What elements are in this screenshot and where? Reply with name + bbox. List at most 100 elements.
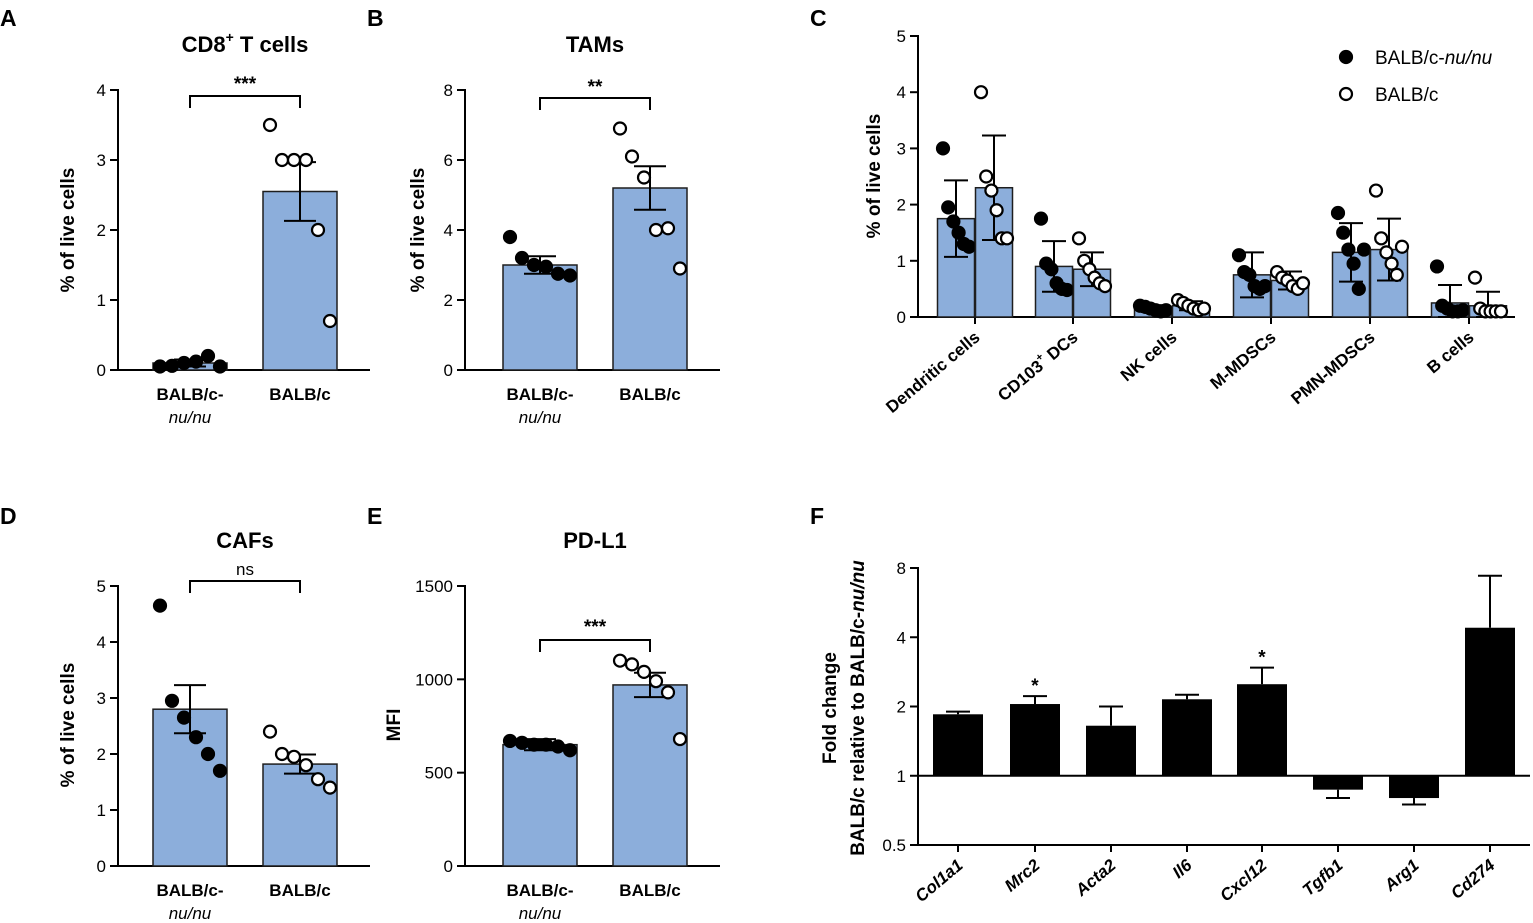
data-point-filled xyxy=(961,239,977,254)
data-point-open xyxy=(1295,276,1311,291)
data-point-filled xyxy=(941,200,956,215)
y-tick-label: 8 xyxy=(444,81,453,100)
data-point-open xyxy=(1097,278,1113,294)
y-tick-label: 5 xyxy=(97,577,106,596)
title-text: CAFs xyxy=(216,528,273,553)
data-point-filled xyxy=(1242,267,1257,282)
data-point-filled xyxy=(502,229,518,245)
significance-bracket xyxy=(539,97,651,110)
x-category-label: Tgfb1 xyxy=(1299,856,1347,900)
data-point-open xyxy=(1467,270,1483,285)
data-point-open xyxy=(262,724,278,739)
x-category-label: Cd274 xyxy=(1447,855,1499,903)
data-point-filled xyxy=(562,743,578,758)
data-point-filled xyxy=(550,739,566,754)
data-point-filled xyxy=(1033,211,1049,226)
data-point-open xyxy=(973,85,989,100)
data-point-filled xyxy=(1336,225,1351,240)
legend-label: BALB/c xyxy=(1375,85,1438,106)
x-category-label: BALB/c- xyxy=(156,385,223,404)
data-point-open xyxy=(274,152,290,168)
data-point-filled xyxy=(935,141,951,156)
panel-f: F Fold change BALB/c relative to BALB/c-nu… xyxy=(810,503,1530,906)
panel-letter: B xyxy=(367,5,384,31)
data-point-filled xyxy=(164,693,180,708)
data-point-open xyxy=(612,653,628,668)
data-point-filled xyxy=(152,359,168,374)
panel-title: PD-L1 xyxy=(563,528,627,553)
x-category-label-italic: nu/nu xyxy=(169,904,212,923)
y-axis-label-line1: Fold change xyxy=(820,652,841,764)
y-axis-label: MFI xyxy=(384,709,405,742)
x-category-label: NK cells xyxy=(1117,328,1181,386)
data-point-filled xyxy=(514,250,530,266)
category-text-rest: DCs xyxy=(1040,328,1082,367)
bar xyxy=(933,714,983,776)
data-point-filled xyxy=(514,735,530,750)
y-axis-label: % of live cells xyxy=(58,663,79,788)
data-point-filled xyxy=(176,710,192,725)
x-category-label: Acta2 xyxy=(1071,855,1120,900)
data-point-open xyxy=(1196,301,1212,316)
significance-label: * xyxy=(1031,676,1039,697)
x-category-label: B cells xyxy=(1423,328,1477,378)
x-category-label: Mrc2 xyxy=(1001,855,1044,895)
x-category-label: Cxcl12 xyxy=(1216,855,1271,905)
y-tick-label: 500 xyxy=(425,764,453,783)
y-tick-label: 3 xyxy=(97,151,106,170)
significance-bracket xyxy=(189,95,301,108)
data-point-open xyxy=(1493,304,1509,319)
x-category-label: BALB/c xyxy=(269,385,330,404)
data-point-filled xyxy=(526,737,542,752)
data-point-filled xyxy=(212,359,228,374)
y-tick-label: 1 xyxy=(897,767,906,786)
title-text: PD-L1 xyxy=(563,528,627,553)
data-point-filled xyxy=(1429,259,1445,274)
data-point-filled xyxy=(1044,262,1059,277)
y-tick-label: 4 xyxy=(897,83,906,102)
title-text: CD8 xyxy=(182,32,226,57)
data-point-open xyxy=(648,674,664,689)
y-tick-label: 1 xyxy=(97,291,106,310)
data-point-open xyxy=(322,313,338,329)
category-text: CD103 xyxy=(994,357,1047,406)
x-category-label: Arg1 xyxy=(1380,856,1423,896)
significance-label: *** xyxy=(584,617,607,638)
data-point-open xyxy=(672,261,688,276)
legend-text-italic: nu/nu xyxy=(1445,48,1493,69)
bar xyxy=(612,684,688,867)
data-point-filled xyxy=(526,257,542,273)
y-tick-label: 0.5 xyxy=(882,836,906,855)
x-category-label: Il6 xyxy=(1169,855,1196,882)
data-point-filled xyxy=(550,266,566,281)
x-category-label-italic: nu/nu xyxy=(169,408,212,427)
y-tick-label: 2 xyxy=(444,291,453,310)
data-point-open xyxy=(999,231,1015,246)
data-point-filled xyxy=(212,763,228,778)
bar xyxy=(1162,699,1212,776)
y-tick-label: 4 xyxy=(97,81,106,100)
panel-letter: D xyxy=(0,503,17,529)
bar xyxy=(1465,627,1515,776)
panel-title: TAMs xyxy=(566,32,624,57)
data-point-filled xyxy=(200,746,216,762)
x-category-label: Dendritic cells xyxy=(882,328,983,417)
ylabel-text-italic: nu/nu xyxy=(848,560,869,612)
data-point-open xyxy=(310,772,326,787)
data-point-open xyxy=(660,221,676,236)
y-axis-label: % of live cells xyxy=(864,114,885,239)
data-point-filled xyxy=(951,225,966,240)
data-point-open xyxy=(1338,86,1354,102)
significance-label: *** xyxy=(234,74,257,95)
data-point-open xyxy=(262,117,278,133)
data-point-open xyxy=(672,731,688,747)
bar xyxy=(1389,775,1439,799)
bar xyxy=(612,187,688,371)
panel-c: C % of live cells 0 1 2 3 4 5 Dendritic cells CD1… xyxy=(810,5,1515,417)
data-point-filled xyxy=(1351,281,1366,296)
y-tick-label: 5 xyxy=(897,27,906,46)
y-tick-label: 0 xyxy=(97,857,106,876)
panel-letter: C xyxy=(810,5,827,31)
bar xyxy=(1086,725,1136,776)
panel-e: E PD-L1 MFI 0 500 1000 1500 BALB/c-nu/nu BALB/c *… xyxy=(367,503,720,923)
